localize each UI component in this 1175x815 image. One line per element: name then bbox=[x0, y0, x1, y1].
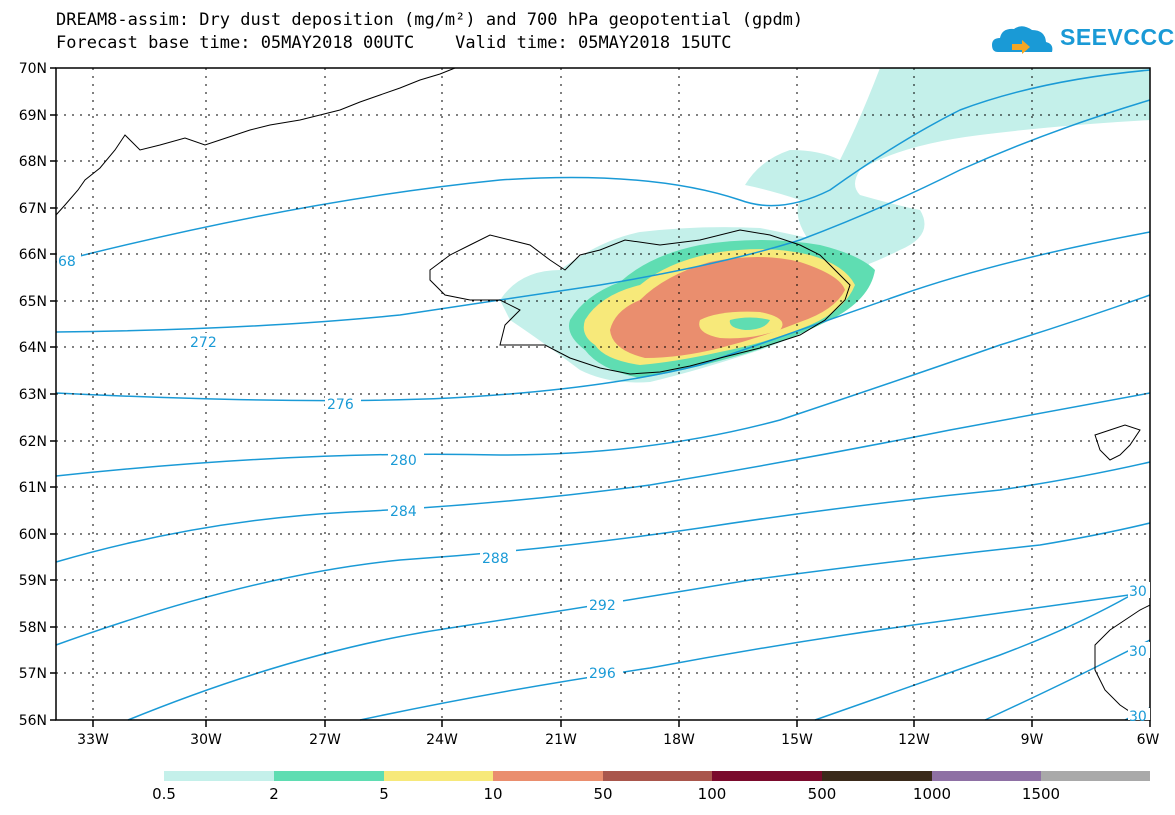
legend: 0.5 2 5 10 50 100 500 1000 1500 bbox=[152, 771, 1150, 803]
lat-label: 58N bbox=[19, 620, 47, 636]
lon-label: 18W bbox=[663, 732, 695, 748]
dust-zone-10 bbox=[610, 257, 845, 358]
dust-shading bbox=[500, 68, 1150, 383]
lat-label: 64N bbox=[19, 340, 47, 356]
lat-label: 70N bbox=[19, 61, 47, 77]
legend-swatch bbox=[603, 771, 712, 781]
lon-label: 21W bbox=[545, 732, 577, 748]
legend-label: 1500 bbox=[1022, 785, 1060, 803]
contour-280 bbox=[55, 294, 1151, 477]
contour-300a bbox=[814, 589, 1141, 721]
lat-label: 68N bbox=[19, 154, 47, 170]
dust-pocket-green bbox=[729, 317, 770, 330]
lon-label: 9W bbox=[1021, 732, 1044, 748]
contour-292 bbox=[127, 522, 1151, 721]
lon-label: 33W bbox=[77, 732, 109, 748]
contour-label: 288 bbox=[482, 551, 509, 567]
cloud-icon bbox=[992, 26, 1053, 54]
contour-272 bbox=[55, 99, 1151, 333]
coast-scotland bbox=[1094, 604, 1151, 721]
lat-label: 57N bbox=[19, 666, 47, 682]
legend-swatch bbox=[932, 771, 1041, 781]
lat-label: 61N bbox=[19, 480, 47, 496]
contour-label: 292 bbox=[589, 598, 616, 614]
lat-label: 60N bbox=[19, 527, 47, 543]
legend-label: 50 bbox=[593, 785, 612, 803]
lon-label: 15W bbox=[781, 732, 813, 748]
tick-marks bbox=[50, 67, 1151, 727]
coast-greenland bbox=[55, 67, 456, 216]
lon-labels: 33W 30W 27W 24W 21W 18W 15W 12W 9W 6W bbox=[77, 732, 1159, 748]
lat-label: 56N bbox=[19, 713, 47, 729]
lat-label: 66N bbox=[19, 247, 47, 263]
contour-label: 276 bbox=[327, 397, 354, 413]
contour-label: 30 bbox=[1129, 644, 1147, 660]
legend-swatch bbox=[164, 771, 274, 781]
coast-faroe bbox=[1094, 424, 1141, 461]
contour-label: 296 bbox=[589, 666, 616, 682]
lat-label: 69N bbox=[19, 108, 47, 124]
geopotential-contours bbox=[55, 69, 1151, 721]
contour-268 bbox=[55, 69, 1151, 263]
lat-label: 63N bbox=[19, 387, 47, 403]
contour-label: 284 bbox=[390, 504, 417, 520]
contour-label: 272 bbox=[190, 335, 217, 351]
legend-swatch bbox=[384, 771, 493, 781]
legend-label: 10 bbox=[483, 785, 502, 803]
contour-label: 68 bbox=[58, 254, 76, 270]
legend-swatch bbox=[493, 771, 603, 781]
contour-288 bbox=[55, 461, 1151, 646]
legend-swatch bbox=[712, 771, 822, 781]
lat-lon-grid bbox=[56, 68, 1150, 720]
contour-label: 280 bbox=[390, 453, 417, 469]
contour-284 bbox=[55, 392, 1151, 563]
lat-labels: 70N 69N 68N 67N 66N 65N 64N 63N 62N 61N … bbox=[19, 61, 47, 729]
chart-subtitle: Forecast base time: 05MAY2018 00UTC Vali… bbox=[56, 33, 732, 53]
dust-plume-north bbox=[745, 68, 1150, 270]
lat-label: 62N bbox=[19, 434, 47, 450]
lon-label: 24W bbox=[426, 732, 458, 748]
lon-label: 12W bbox=[898, 732, 930, 748]
legend-label: 5 bbox=[379, 785, 389, 803]
legend-label: 0.5 bbox=[152, 785, 176, 803]
contour-label: 30 bbox=[1129, 709, 1147, 725]
contour-276 bbox=[55, 231, 1151, 402]
lon-label: 6W bbox=[1137, 732, 1160, 748]
coast-iceland bbox=[429, 229, 851, 375]
legend-label: 500 bbox=[808, 785, 837, 803]
legend-label: 2 bbox=[269, 785, 279, 803]
logo-text: SEEVCCC bbox=[1060, 24, 1175, 50]
chart-title: DREAM8-assim: Dry dust deposition (mg/m²… bbox=[56, 10, 804, 30]
legend-swatch bbox=[1041, 771, 1150, 781]
contour-296 bbox=[359, 591, 1151, 721]
lat-label: 67N bbox=[19, 201, 47, 217]
lat-label: 65N bbox=[19, 294, 47, 310]
legend-swatch bbox=[274, 771, 384, 781]
contour-label: 30 bbox=[1129, 584, 1147, 600]
lon-label: 30W bbox=[190, 732, 222, 748]
lat-label: 59N bbox=[19, 573, 47, 589]
lon-label: 27W bbox=[309, 732, 341, 748]
contour-labels: 68 272 276 280 284 288 292 296 30 30 30 bbox=[57, 252, 1150, 725]
legend-label: 100 bbox=[698, 785, 727, 803]
legend-label: 1000 bbox=[913, 785, 951, 803]
legend-swatch bbox=[822, 771, 932, 781]
